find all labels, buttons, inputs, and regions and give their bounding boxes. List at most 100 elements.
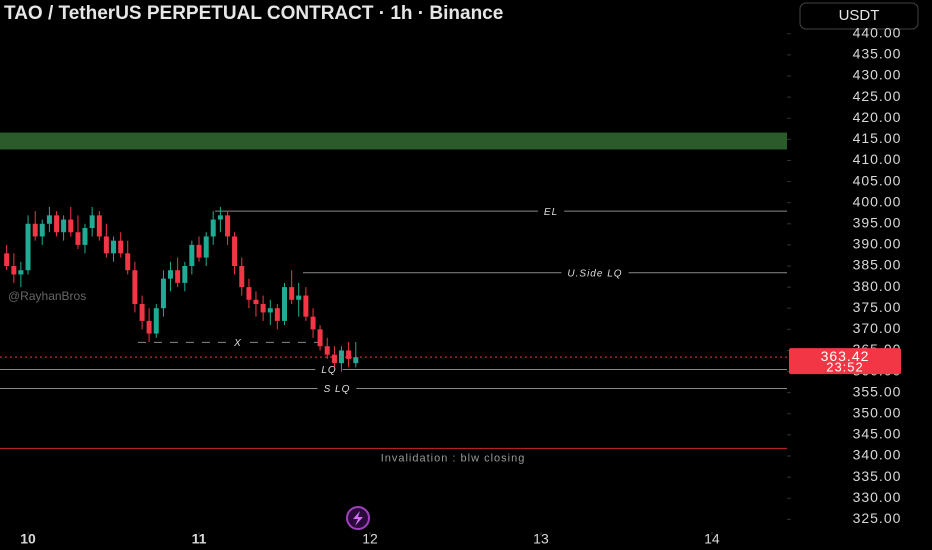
candle-body bbox=[4, 253, 10, 266]
candle-body bbox=[346, 350, 352, 359]
candle-body bbox=[225, 215, 231, 237]
y-tick-label: 350.00 bbox=[853, 404, 902, 420]
y-tick-label: 330.00 bbox=[853, 489, 902, 505]
candle-body bbox=[289, 287, 295, 300]
plot-area: @RayhanBros EL U.Side LQ X LQ S LQ Invalidatio… bbox=[0, 132, 787, 547]
candle-body bbox=[39, 223, 45, 237]
level-label-bg bbox=[537, 204, 565, 219]
candle-body bbox=[282, 287, 288, 321]
candle-body bbox=[175, 270, 181, 283]
candle-body bbox=[103, 236, 109, 254]
level-label-bg bbox=[228, 335, 248, 350]
candle-body bbox=[239, 266, 245, 288]
level-label: U.Side LQ bbox=[567, 268, 622, 279]
x-tick-label: 13 bbox=[533, 531, 549, 547]
zone bbox=[0, 132, 787, 150]
y-tick-label: 430.00 bbox=[853, 67, 902, 83]
level-label: LQ bbox=[321, 365, 336, 376]
candle-body bbox=[118, 240, 124, 254]
candle-body bbox=[11, 266, 17, 275]
candle-body bbox=[182, 266, 188, 283]
candle-body bbox=[75, 232, 81, 245]
level-label: EL bbox=[544, 207, 558, 218]
y-tick-label: 335.00 bbox=[853, 468, 902, 484]
y-tick-label: 405.00 bbox=[853, 172, 902, 188]
candle-body bbox=[260, 304, 266, 313]
price-tag-value: 363.42 bbox=[821, 348, 870, 364]
level-label-bg bbox=[317, 381, 357, 396]
candle-body bbox=[189, 244, 195, 266]
candle-body bbox=[353, 357, 359, 364]
candle-body bbox=[111, 240, 117, 254]
invalidation-label: Invalidation : blw closing bbox=[381, 452, 526, 464]
x-tick-label: 11 bbox=[192, 531, 207, 547]
level-label: S LQ bbox=[324, 384, 351, 395]
level-label-bg bbox=[315, 362, 343, 377]
y-tick-label: 325.00 bbox=[853, 510, 902, 526]
candle-body bbox=[217, 215, 223, 220]
x-tick-label: 14 bbox=[704, 531, 720, 547]
candle-body bbox=[139, 304, 145, 321]
candle-body bbox=[18, 270, 24, 275]
y-tick-label: 355.00 bbox=[853, 383, 902, 399]
candle-body bbox=[89, 215, 95, 228]
currency-label: USDT bbox=[839, 7, 880, 24]
candle-body bbox=[267, 308, 273, 313]
price-tag-countdown: 23:52 bbox=[826, 360, 864, 375]
candle-body bbox=[210, 219, 216, 237]
level-label: X bbox=[233, 338, 242, 349]
candle-body bbox=[153, 308, 159, 334]
chart-title: TAO / TetherUS PERPETUAL CONTRACT · 1h ·… bbox=[4, 3, 503, 24]
y-tick-label: 345.00 bbox=[853, 426, 902, 442]
candle-body bbox=[324, 346, 330, 355]
watermark: @RayhanBros bbox=[8, 289, 86, 303]
candle-body bbox=[331, 354, 337, 364]
y-tick-label: 425.00 bbox=[853, 88, 902, 104]
candle-body bbox=[310, 316, 316, 330]
price-tag bbox=[789, 348, 901, 375]
y-tick-label: 340.00 bbox=[853, 447, 902, 463]
y-tick-label: 390.00 bbox=[853, 236, 902, 252]
price-axis: 325.00 330.00 335.00 340.00 345.00 350.00 355.… bbox=[787, 24, 901, 526]
candle-body bbox=[96, 215, 102, 237]
candle-body bbox=[54, 215, 60, 233]
candle-body bbox=[246, 287, 252, 300]
x-tick-label: 12 bbox=[362, 531, 378, 547]
candle-body bbox=[317, 329, 323, 347]
candle-body bbox=[125, 253, 131, 271]
y-tick-label: 440.00 bbox=[853, 24, 902, 40]
x-tick-label: 10 bbox=[20, 531, 36, 547]
y-tick-label: 380.00 bbox=[853, 278, 902, 294]
candle-body bbox=[61, 219, 67, 233]
y-tick-label: 420.00 bbox=[853, 109, 902, 125]
y-tick-label: 410.00 bbox=[853, 151, 902, 167]
price-axis-bg bbox=[787, 0, 932, 550]
level-label-bg bbox=[561, 265, 629, 280]
candle-body bbox=[303, 295, 309, 317]
candle-body bbox=[160, 278, 166, 309]
candle-body bbox=[46, 215, 52, 224]
candle-body bbox=[146, 320, 152, 334]
y-tick-label: 400.00 bbox=[853, 193, 902, 209]
candle-body bbox=[32, 223, 38, 237]
candle-body bbox=[232, 236, 238, 266]
y-tick-label: 375.00 bbox=[853, 299, 902, 315]
candle-body bbox=[196, 244, 202, 258]
candle-body bbox=[203, 236, 209, 258]
y-tick-label: 395.00 bbox=[853, 214, 902, 230]
candle-body bbox=[274, 308, 280, 321]
y-tick-label: 385.00 bbox=[853, 257, 902, 273]
candle-body bbox=[167, 270, 173, 279]
currency-button[interactable] bbox=[799, 2, 919, 30]
candle-body bbox=[82, 228, 88, 245]
candle-body bbox=[253, 299, 259, 304]
candle-body bbox=[25, 223, 31, 271]
candle-body bbox=[68, 219, 74, 233]
y-tick-label: 435.00 bbox=[853, 46, 902, 62]
candle-body bbox=[296, 295, 302, 300]
candle-body bbox=[132, 270, 138, 304]
y-tick-label: 370.00 bbox=[853, 320, 902, 336]
lightning-glyph bbox=[353, 511, 363, 526]
